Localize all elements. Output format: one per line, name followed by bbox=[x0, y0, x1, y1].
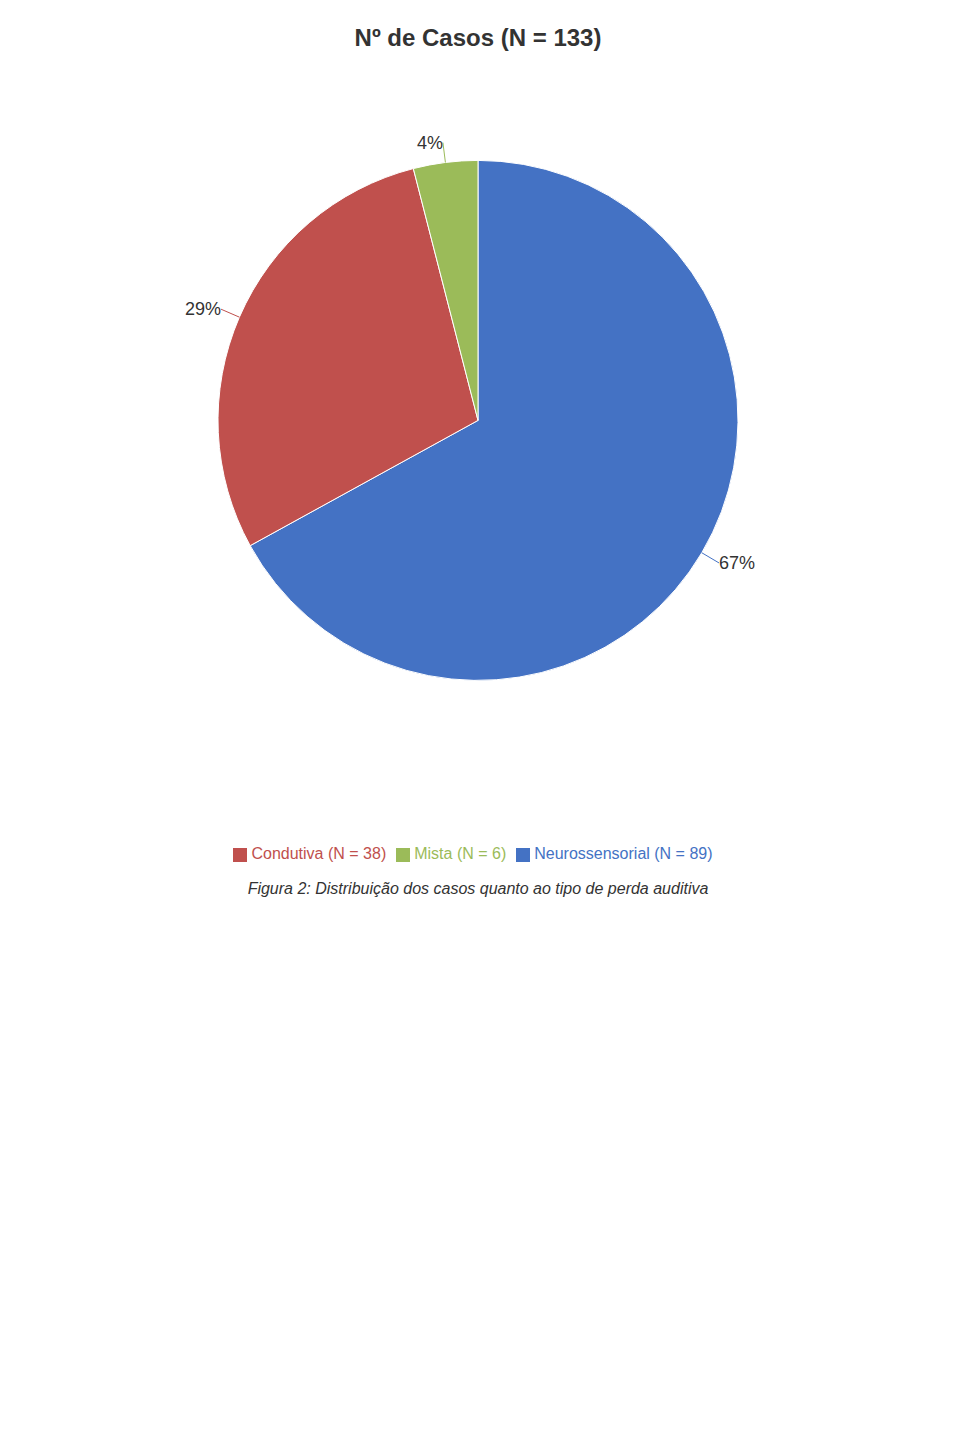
svg-text:4%: 4% bbox=[417, 133, 443, 153]
html-text:Neurossensorial (N = 89): Neurossensorial (N = 89) bbox=[534, 845, 713, 862]
svg-text:29%: 29% bbox=[185, 299, 221, 319]
html-text:Figura 2: Distribuição dos cas: Figura 2: Distribuição dos casos quanto … bbox=[247, 880, 709, 897]
html-text:Condutiva (N = 38): Condutiva (N = 38) bbox=[251, 845, 387, 862]
html-text:Nº de Casos (N = 133): Nº de Casos (N = 133) bbox=[354, 24, 602, 51]
svg-text:67%: 67% bbox=[719, 553, 755, 573]
html-text:Mista (N = 6): Mista (N = 6) bbox=[414, 845, 507, 862]
